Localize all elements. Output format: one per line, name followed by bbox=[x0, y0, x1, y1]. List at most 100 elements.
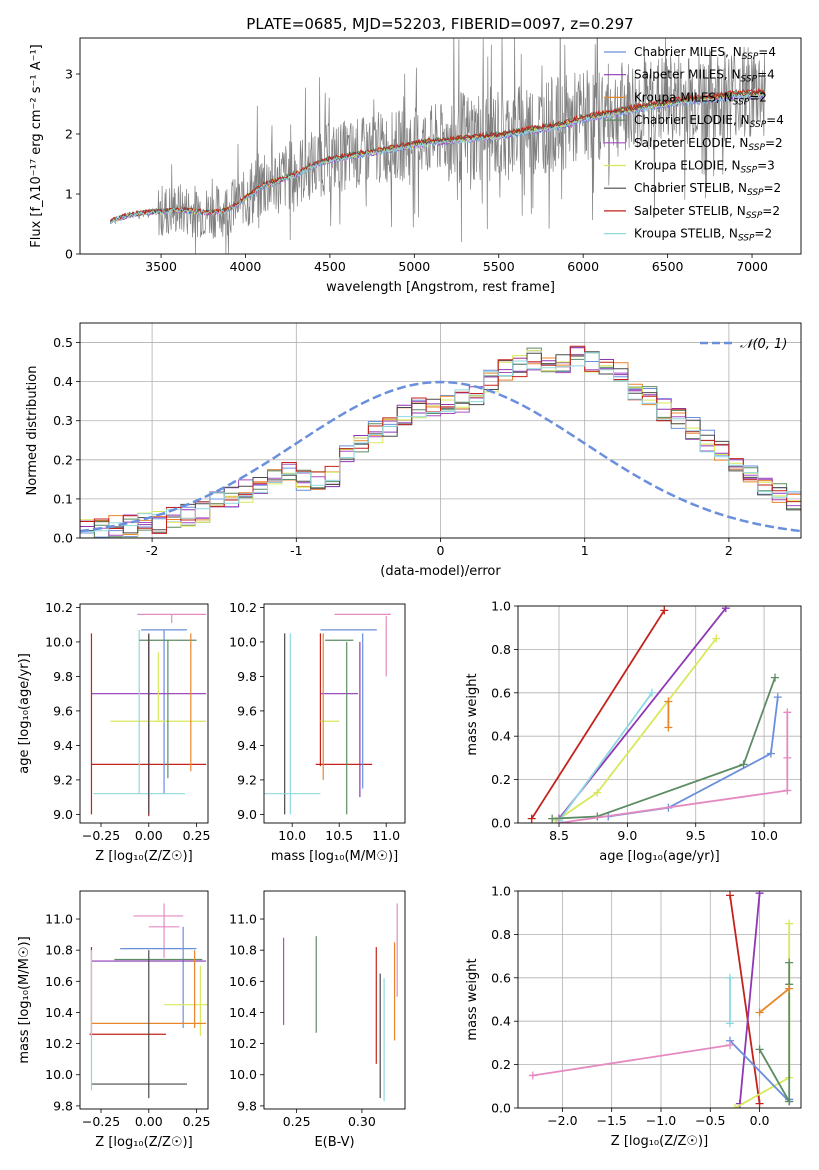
y-tick-label: 9.0 bbox=[53, 807, 73, 822]
weight-line bbox=[532, 1044, 731, 1077]
y-tick-label: 10.0 bbox=[45, 634, 73, 649]
mass-vs-z-axes: −0.25 0.00 0.25 9.8 10.0 10.2 10.4 10.6 10.8 11.0… bbox=[17, 890, 210, 1150]
y-tick-label: 10.0 bbox=[229, 1067, 257, 1082]
x-tick-label: 0.25 bbox=[183, 828, 211, 843]
x-tick-label: 9.5 bbox=[686, 828, 706, 843]
y-tick-label: 1.0 bbox=[491, 884, 511, 899]
legend-label: Salpeter ELODIE, NSSP=2 bbox=[634, 136, 783, 153]
weight-line bbox=[734, 923, 791, 1108]
legend-label: Kroupa ELODIE, NSSP=3 bbox=[634, 159, 775, 176]
x-tick-label: 5000 bbox=[398, 259, 430, 274]
y-tick-label: 0.6 bbox=[491, 970, 511, 985]
weight-marker bbox=[721, 606, 730, 613]
axes-frame bbox=[263, 890, 406, 1110]
y-tick-label: 10.0 bbox=[229, 634, 257, 649]
weight-marker bbox=[755, 1008, 764, 1017]
x-tick-label: -1 bbox=[290, 543, 302, 558]
weight-marker bbox=[664, 697, 673, 706]
weight-line bbox=[739, 893, 761, 1104]
residual-histograms bbox=[80, 345, 801, 538]
x-axis-label: age [log₁₀(age/yr)] bbox=[599, 849, 720, 864]
y-tick-label: 10.8 bbox=[229, 943, 257, 958]
weight-marker bbox=[771, 673, 780, 682]
y-tick-label: 9.2 bbox=[237, 772, 257, 787]
age-vs-z-points bbox=[90, 613, 207, 817]
weight-marker bbox=[773, 693, 782, 702]
x-axis-label: Z [log₁₀(Z/Z☉)] bbox=[95, 849, 192, 864]
weight-marker bbox=[755, 1099, 764, 1108]
y-tick-label: 10.4 bbox=[45, 1005, 73, 1020]
y-tick-label: 0.8 bbox=[491, 642, 511, 657]
axes-frame bbox=[517, 890, 802, 1109]
weight-marker bbox=[783, 786, 792, 795]
y-tick-label: 9.2 bbox=[53, 772, 73, 787]
weight-marker bbox=[647, 688, 656, 697]
axes-frame bbox=[79, 603, 209, 824]
x-tick-label: 2 bbox=[725, 543, 733, 558]
mass-vs-z-points bbox=[89, 903, 208, 1099]
legend-label: Salpeter STELIB, NSSP=2 bbox=[634, 204, 780, 221]
x-tick-label: −1.5 bbox=[596, 1113, 626, 1128]
weight-marker bbox=[527, 814, 536, 823]
y-tick-label: 10.6 bbox=[229, 974, 257, 989]
x-tick-label: 0.0 bbox=[750, 1113, 770, 1128]
x-tick-label: 4000 bbox=[230, 259, 262, 274]
x-tick-label: 5500 bbox=[483, 259, 515, 274]
y-tick-label: 10.6 bbox=[45, 974, 73, 989]
weight-marker bbox=[660, 606, 669, 615]
y-axis-label: Flux [f_λ10⁻¹⁷ erg cm⁻² s⁻¹ A⁻¹] bbox=[29, 44, 44, 248]
weight-vs-z-axes: −2.0 −1.5 −1.0 −0.5 0.0 0.0 0.2 0.4 0.6 0.8 1.0 Z [… bbox=[465, 884, 802, 1149]
y-tick-label: 1.0 bbox=[491, 599, 511, 614]
y-tick-label: 0.2 bbox=[53, 452, 73, 467]
y-tick-label: 0.3 bbox=[53, 413, 73, 428]
weight-marker bbox=[766, 749, 775, 758]
y-axis-label: mass weight bbox=[465, 958, 480, 1040]
y-tick-label: 0.2 bbox=[491, 1057, 511, 1072]
spectrum-legend: Chabrier MILES, NSSP=4 Salpeter MILES, NS… bbox=[604, 45, 784, 244]
x-tick-label: 9.0 bbox=[617, 828, 637, 843]
x-tick-label: 4500 bbox=[314, 259, 346, 274]
y-tick-label: 10.2 bbox=[45, 1036, 73, 1051]
y-tick-label: 9.0 bbox=[237, 807, 257, 822]
y-tick-label: 0.0 bbox=[491, 816, 511, 831]
y-axis-label: age [log₁₀(age/yr)] bbox=[17, 653, 32, 774]
weight-line bbox=[552, 677, 776, 820]
weight-marker bbox=[726, 973, 735, 982]
x-tick-label: 7000 bbox=[736, 259, 768, 274]
y-tick-label: 0.0 bbox=[53, 531, 73, 546]
y-tick-label: 9.8 bbox=[53, 669, 73, 684]
x-tick-label: -2 bbox=[146, 543, 158, 558]
x-tick-label: 6000 bbox=[567, 259, 599, 274]
y-axis-label: mass [log₁₀(M/M☉)] bbox=[17, 936, 32, 1063]
weight-marker bbox=[664, 723, 673, 732]
x-tick-label: 1 bbox=[581, 543, 589, 558]
y-tick-label: 10.2 bbox=[229, 600, 257, 615]
y-tick-label: 9.4 bbox=[237, 738, 257, 753]
y-tick-label: 0.4 bbox=[53, 374, 73, 389]
weight-line bbox=[530, 609, 666, 820]
age-vs-mass-points bbox=[264, 613, 391, 815]
x-tick-label: 0.25 bbox=[283, 1114, 311, 1129]
axes-frame bbox=[79, 322, 802, 539]
weight-vs-z-series bbox=[528, 891, 794, 1108]
legend-label: Salpeter MILES, NSSP=4 bbox=[634, 68, 775, 85]
y-tick-label: 10.2 bbox=[45, 600, 73, 615]
y-tick-label: 9.8 bbox=[237, 1098, 257, 1113]
x-axis-label: Z [log₁₀(Z/Z☉)] bbox=[95, 1135, 192, 1150]
axes-frame bbox=[263, 603, 406, 824]
y-tick-label: 0 bbox=[65, 247, 73, 262]
weight-line bbox=[558, 712, 789, 823]
x-tick-label: 0 bbox=[437, 543, 445, 558]
x-tick-label: 0.30 bbox=[348, 1114, 376, 1129]
axes-frame bbox=[79, 37, 802, 255]
y-tick-label: 9.8 bbox=[53, 1098, 73, 1113]
y-tick-label: 0.4 bbox=[491, 729, 511, 744]
age-vs-z-axes: −0.25 0.00 0.25 9.0 9.2 9.4 9.6 9.8 10.0 10.2 Z [l… bbox=[17, 600, 210, 864]
y-tick-label: 9.8 bbox=[237, 669, 257, 684]
y-tick-label: 0.1 bbox=[53, 491, 73, 506]
x-tick-label: −0.5 bbox=[695, 1113, 725, 1128]
residual-legend: 𝒩(0, 1) bbox=[700, 337, 787, 352]
x-axis-label: mass [log₁₀(M/M☉)] bbox=[271, 849, 398, 864]
y-tick-label: 10.2 bbox=[229, 1036, 257, 1051]
